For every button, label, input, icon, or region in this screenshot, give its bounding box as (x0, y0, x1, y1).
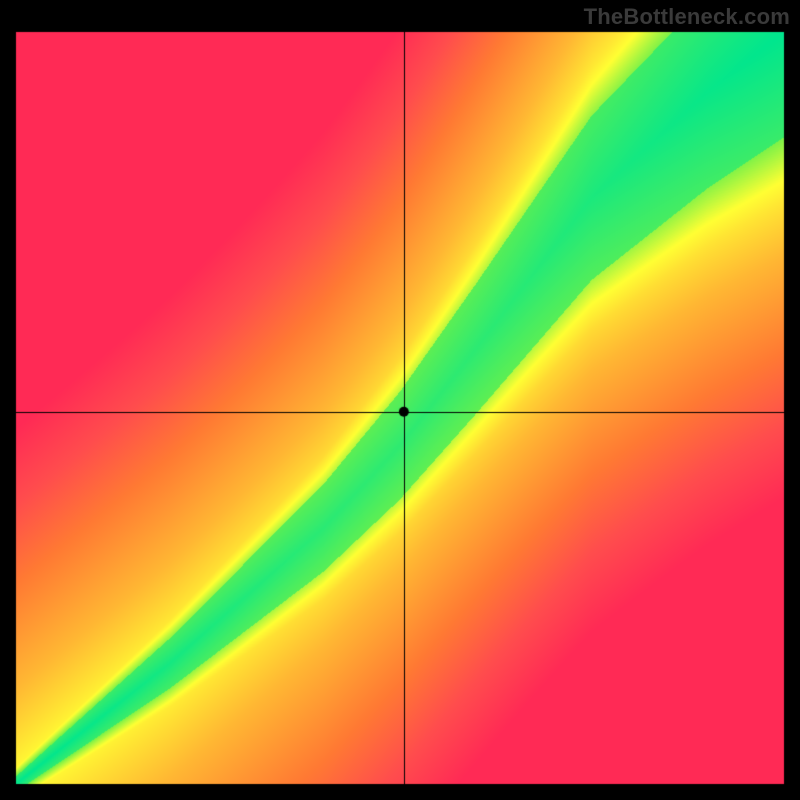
chart-container: TheBottleneck.com (0, 0, 800, 800)
watermark-text: TheBottleneck.com (584, 4, 790, 30)
heatmap-canvas (0, 0, 800, 800)
